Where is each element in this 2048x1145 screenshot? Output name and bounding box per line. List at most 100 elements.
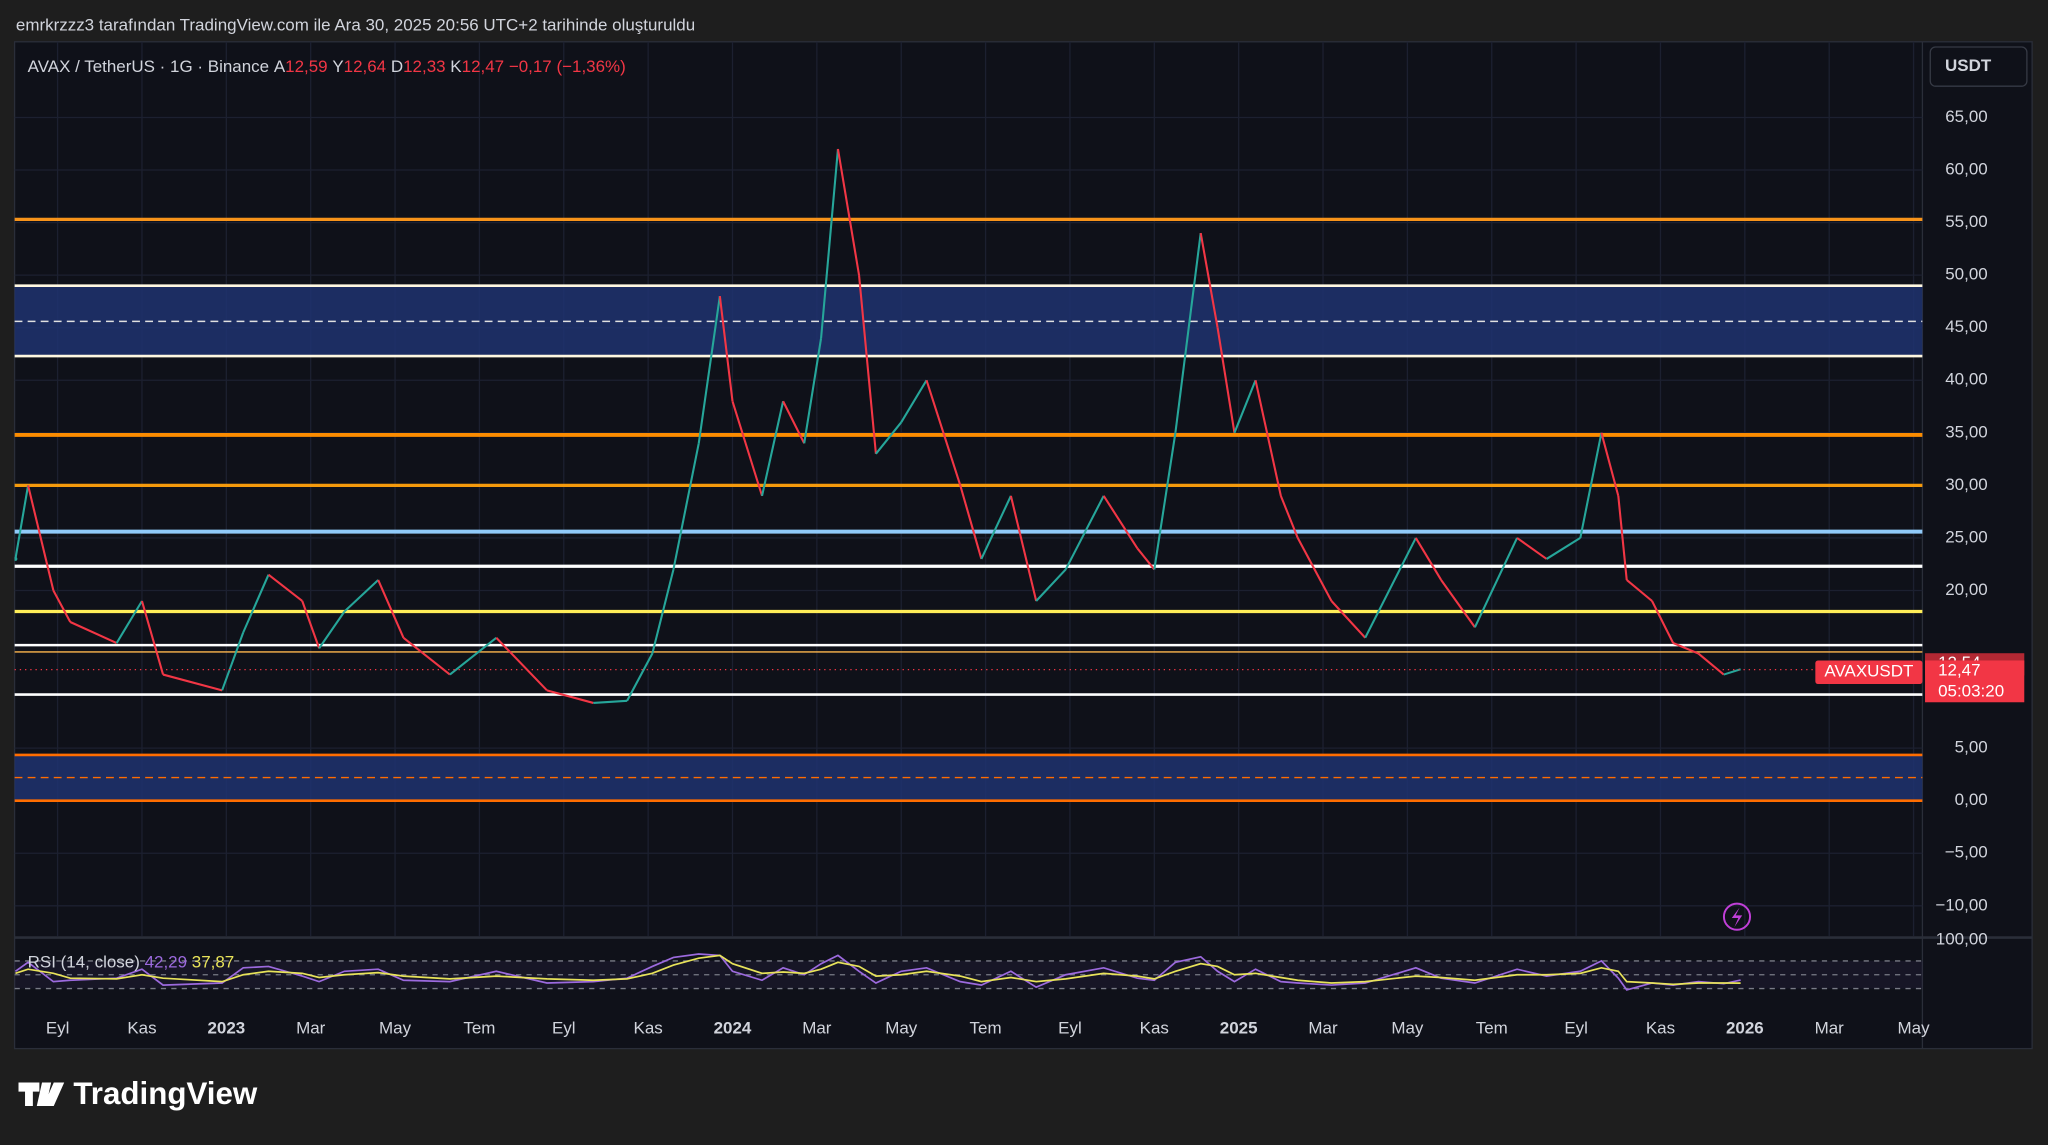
price-segment: [1651, 600, 1675, 644]
rsi-title: RSI (14, close): [28, 953, 140, 972]
y-tick-label: 45,00: [1945, 317, 1987, 336]
price-segment: [495, 637, 548, 692]
ohlc-label: K: [450, 57, 462, 76]
y-tick-label: 60,00: [1945, 160, 1987, 179]
ohlc-label: Y: [332, 57, 343, 76]
y-tick-label: 0,00: [1955, 790, 1988, 809]
ohlc-label: D: [391, 57, 403, 76]
y-tick-label: 55,00: [1945, 212, 1987, 231]
x-tick-label: May: [1391, 1018, 1424, 1037]
price-segment: [1102, 495, 1139, 549]
price-segment: [925, 379, 962, 486]
symbol-title: AVAX / TetherUS · 1G · Binance: [28, 57, 269, 76]
x-tick-label: May: [1898, 1018, 1931, 1037]
price-segment: [1516, 537, 1548, 560]
x-tick-label: 2026: [1726, 1018, 1764, 1037]
price-segment: [1697, 652, 1725, 676]
change: −0,17: [509, 57, 552, 76]
price-segment: [1199, 232, 1219, 328]
price-segment: [1626, 579, 1653, 602]
y-tick-label: 5,00: [1955, 738, 1988, 757]
price-segment: [52, 589, 72, 623]
brand-logo: [18, 1082, 65, 1107]
price-segment: [1672, 642, 1699, 655]
y-tick-label: 40,00: [1945, 370, 1987, 389]
price-segment: [593, 699, 628, 704]
symbol-label: AVAXUSDT: [1824, 662, 1913, 681]
rsi-top-label: 100,00: [1936, 930, 1988, 949]
rsi-value: 42,29: [145, 953, 187, 972]
x-tick-label: Kas: [634, 1018, 663, 1037]
caption: emrkrzzz3 tarafından TradingView.com ile…: [16, 16, 695, 35]
price-segment: [402, 636, 451, 676]
price-segment: [377, 579, 405, 639]
x-tick-label: Kas: [127, 1018, 156, 1037]
x-tick-label: Mar: [1308, 1018, 1338, 1037]
y-tick-label: −10,00: [1935, 895, 1987, 914]
y-tick-label: 25,00: [1945, 527, 1987, 546]
price-segment: [301, 600, 321, 649]
price-segment: [820, 148, 839, 339]
price-segment: [782, 400, 806, 444]
price-segment: [1330, 600, 1366, 639]
price-segment: [718, 296, 734, 402]
price-segment: [1546, 537, 1581, 560]
price-segment: [1153, 432, 1177, 570]
y-tick-label: 20,00: [1945, 580, 1987, 599]
price-segment: [1254, 380, 1282, 497]
price-segment: [959, 485, 983, 560]
price-segment: [1035, 568, 1067, 602]
currency: USDT: [1945, 56, 1992, 75]
price-segment: [1136, 547, 1156, 571]
countdown: 05:03:20: [1938, 681, 2004, 700]
price-segment: [267, 573, 303, 602]
ohlc-value: 12,64: [344, 57, 386, 76]
price-segment: [69, 621, 118, 644]
change-percent: (−1,36%): [556, 57, 625, 76]
price-segment: [651, 569, 675, 654]
x-tick-label: Eyl: [1564, 1018, 1588, 1037]
price-segment: [875, 421, 903, 455]
price-segment: [1296, 537, 1333, 602]
price-segment: [626, 653, 654, 702]
price-segment: [1617, 495, 1628, 581]
y-tick-label: 35,00: [1945, 422, 1987, 441]
last-label-box: [1925, 660, 2025, 703]
alert-icon-bolt: [1731, 907, 1743, 928]
price-segment: [1723, 668, 1741, 676]
ohlc-value: 12,33: [403, 57, 445, 76]
price-segment: [162, 673, 223, 692]
x-tick-label: Mar: [296, 1018, 326, 1037]
price-segment: [858, 275, 877, 454]
alert-icon[interactable]: [1722, 902, 1752, 931]
rsi-line: [15, 954, 1741, 986]
price-segment: [761, 401, 785, 497]
ohlc-value: 12,47: [462, 57, 504, 76]
x-tick-label: Tem: [463, 1018, 495, 1037]
brand: TradingView: [73, 1076, 258, 1111]
price-segment: [803, 338, 823, 444]
x-tick-label: Tem: [970, 1018, 1002, 1037]
price-segment: [546, 689, 594, 704]
x-tick-label: Kas: [1646, 1018, 1675, 1037]
price-segment: [980, 495, 1012, 560]
x-tick-label: Tem: [1476, 1018, 1508, 1037]
rsi-legend: RSI (14, close) 42,29 37,87: [28, 953, 235, 972]
price-segment: [1009, 495, 1038, 602]
x-tick-label: 2023: [207, 1018, 245, 1037]
price-segment: [1414, 537, 1443, 581]
price-segment: [140, 600, 165, 675]
currency-button[interactable]: [1929, 46, 2028, 87]
x-tick-label: Mar: [1815, 1018, 1845, 1037]
price-segment: [318, 610, 346, 649]
price-segment: [14, 485, 30, 560]
price-segment: [221, 632, 245, 691]
price-segment: [449, 636, 497, 676]
y-tick-label: −5,00: [1945, 843, 1988, 862]
price-segment: [343, 579, 379, 613]
x-tick-label: 2025: [1220, 1018, 1258, 1037]
price-segment: [1600, 432, 1620, 497]
price-segment: [1233, 379, 1257, 434]
y-tick-label: 65,00: [1945, 107, 1987, 126]
price-segment: [900, 379, 928, 423]
